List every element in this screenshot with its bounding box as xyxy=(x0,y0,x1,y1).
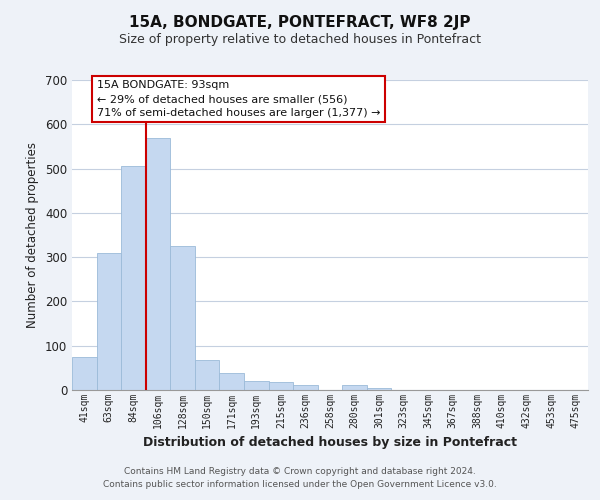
Bar xyxy=(244,381,269,390)
Bar xyxy=(293,384,318,390)
Bar xyxy=(367,388,391,390)
Bar xyxy=(195,360,220,390)
Text: Contains public sector information licensed under the Open Government Licence v3: Contains public sector information licen… xyxy=(103,480,497,489)
Y-axis label: Number of detached properties: Number of detached properties xyxy=(26,142,40,328)
Bar xyxy=(220,373,244,390)
Bar xyxy=(342,384,367,390)
Bar xyxy=(146,138,170,390)
Bar xyxy=(72,357,97,390)
Text: 15A BONDGATE: 93sqm
← 29% of detached houses are smaller (556)
71% of semi-detac: 15A BONDGATE: 93sqm ← 29% of detached ho… xyxy=(97,80,380,118)
Bar xyxy=(170,246,195,390)
Bar xyxy=(269,382,293,390)
Text: Contains HM Land Registry data © Crown copyright and database right 2024.: Contains HM Land Registry data © Crown c… xyxy=(124,467,476,476)
Text: 15A, BONDGATE, PONTEFRACT, WF8 2JP: 15A, BONDGATE, PONTEFRACT, WF8 2JP xyxy=(129,15,471,30)
X-axis label: Distribution of detached houses by size in Pontefract: Distribution of detached houses by size … xyxy=(143,436,517,450)
Bar xyxy=(121,166,146,390)
Text: Size of property relative to detached houses in Pontefract: Size of property relative to detached ho… xyxy=(119,32,481,46)
Bar xyxy=(97,252,121,390)
